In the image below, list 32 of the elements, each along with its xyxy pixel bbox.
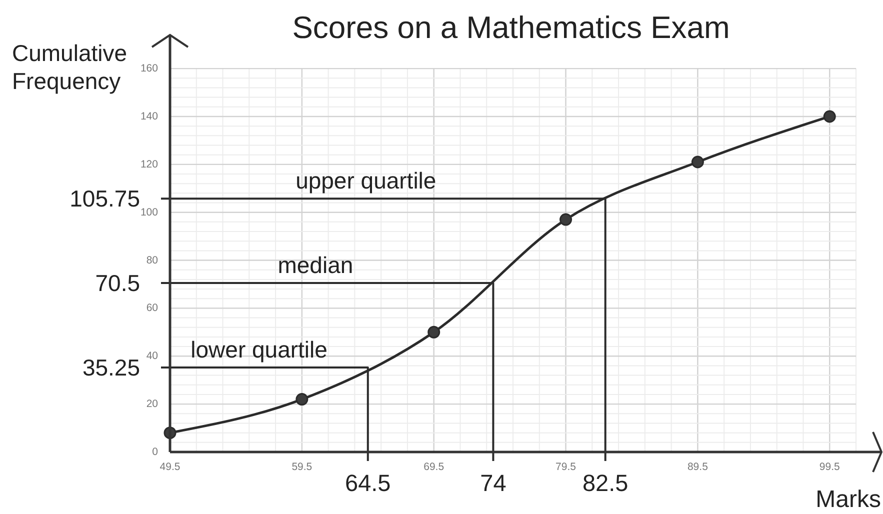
series-label: lower quartile: [190, 336, 328, 363]
point: [296, 393, 308, 406]
x-axis-title: Marks: [816, 486, 881, 513]
y-tick-label: 0: [152, 446, 158, 458]
y-tick-label: 160: [140, 62, 158, 75]
annotation: 64.5: [345, 470, 391, 496]
x-tick-label: 99.5: [819, 461, 840, 473]
y-tick-label: 60: [146, 302, 158, 314]
point: [823, 110, 836, 123]
y-tick-label: 80: [146, 254, 158, 266]
x-tick-label: 79.5: [556, 461, 576, 473]
y-tick-label: 40: [146, 350, 158, 362]
series-label: upper quartile: [296, 168, 436, 194]
y-tick-label: 120: [140, 158, 158, 170]
x-tick-label: 69.5: [424, 461, 444, 473]
annotation: 35.25: [82, 354, 140, 381]
annotation: 105.75: [70, 186, 140, 212]
chart-title: Scores on a Mathematics Exam: [292, 10, 730, 45]
x-tick-label: 49.5: [160, 461, 180, 473]
annotation: 74: [480, 470, 506, 496]
y-axis-title: Cumulative Frequency: [12, 40, 128, 94]
series-label: median: [278, 252, 354, 278]
y-tick-label: 100: [140, 206, 158, 218]
x-tick-label: 59.5: [292, 461, 312, 473]
point: [428, 326, 440, 338]
y-tick-label: 20: [146, 398, 158, 410]
x-tick-label: 89.5: [687, 461, 708, 473]
point: [691, 156, 704, 168]
annotation: 70.5: [95, 270, 140, 296]
point: [560, 213, 572, 226]
annotation: 82.5: [582, 470, 628, 496]
y-tick-label: 140: [140, 110, 158, 122]
